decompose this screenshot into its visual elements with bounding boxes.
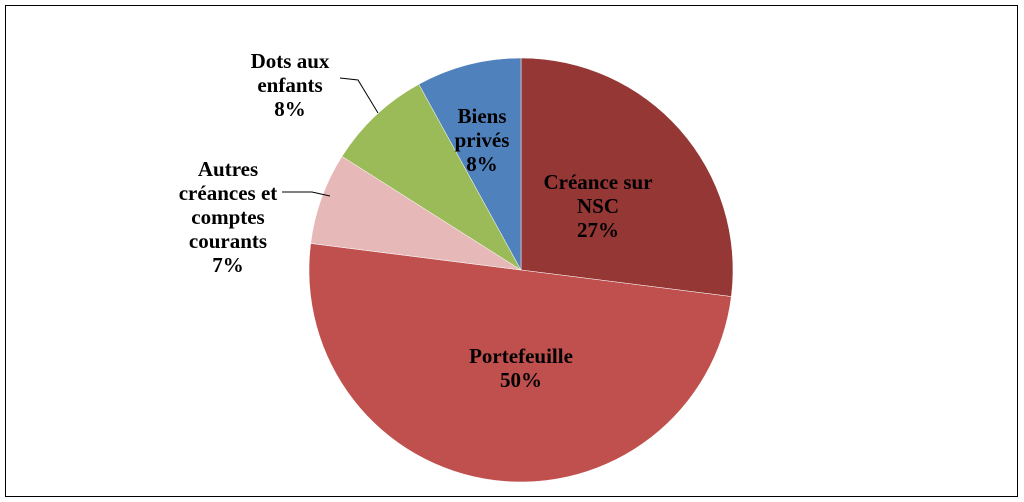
value-label: 50% — [500, 368, 542, 392]
category-label: Biens privés — [454, 104, 510, 152]
leader-line — [282, 191, 331, 197]
slice-label: Dots aux enfants 8% — [238, 49, 343, 121]
chart-frame — [5, 5, 1018, 497]
pie-slice — [418, 57, 522, 271]
pie-slice — [341, 83, 522, 271]
pie-slice — [308, 243, 732, 482]
category-label: Portefeuille — [469, 344, 573, 368]
category-label: Créance sur NSC — [543, 170, 653, 218]
value-label: 8% — [466, 152, 498, 176]
pie-slice — [520, 57, 734, 297]
leader-line — [339, 77, 379, 114]
category-label: Dots aux enfants — [250, 49, 330, 97]
value-label: 7% — [212, 253, 244, 277]
pie — [308, 57, 734, 482]
category-label: Autres créances et comptes courants — [178, 157, 278, 253]
slice-label: Autres créances et comptes courants 7% — [166, 157, 291, 277]
slice-label: Créance sur NSC 27% — [528, 170, 668, 242]
value-label: 8% — [274, 97, 306, 121]
value-label: 27% — [577, 218, 619, 242]
slice-label: Biens privés 8% — [445, 104, 520, 176]
slice-label: Portefeuille 50% — [441, 344, 601, 392]
